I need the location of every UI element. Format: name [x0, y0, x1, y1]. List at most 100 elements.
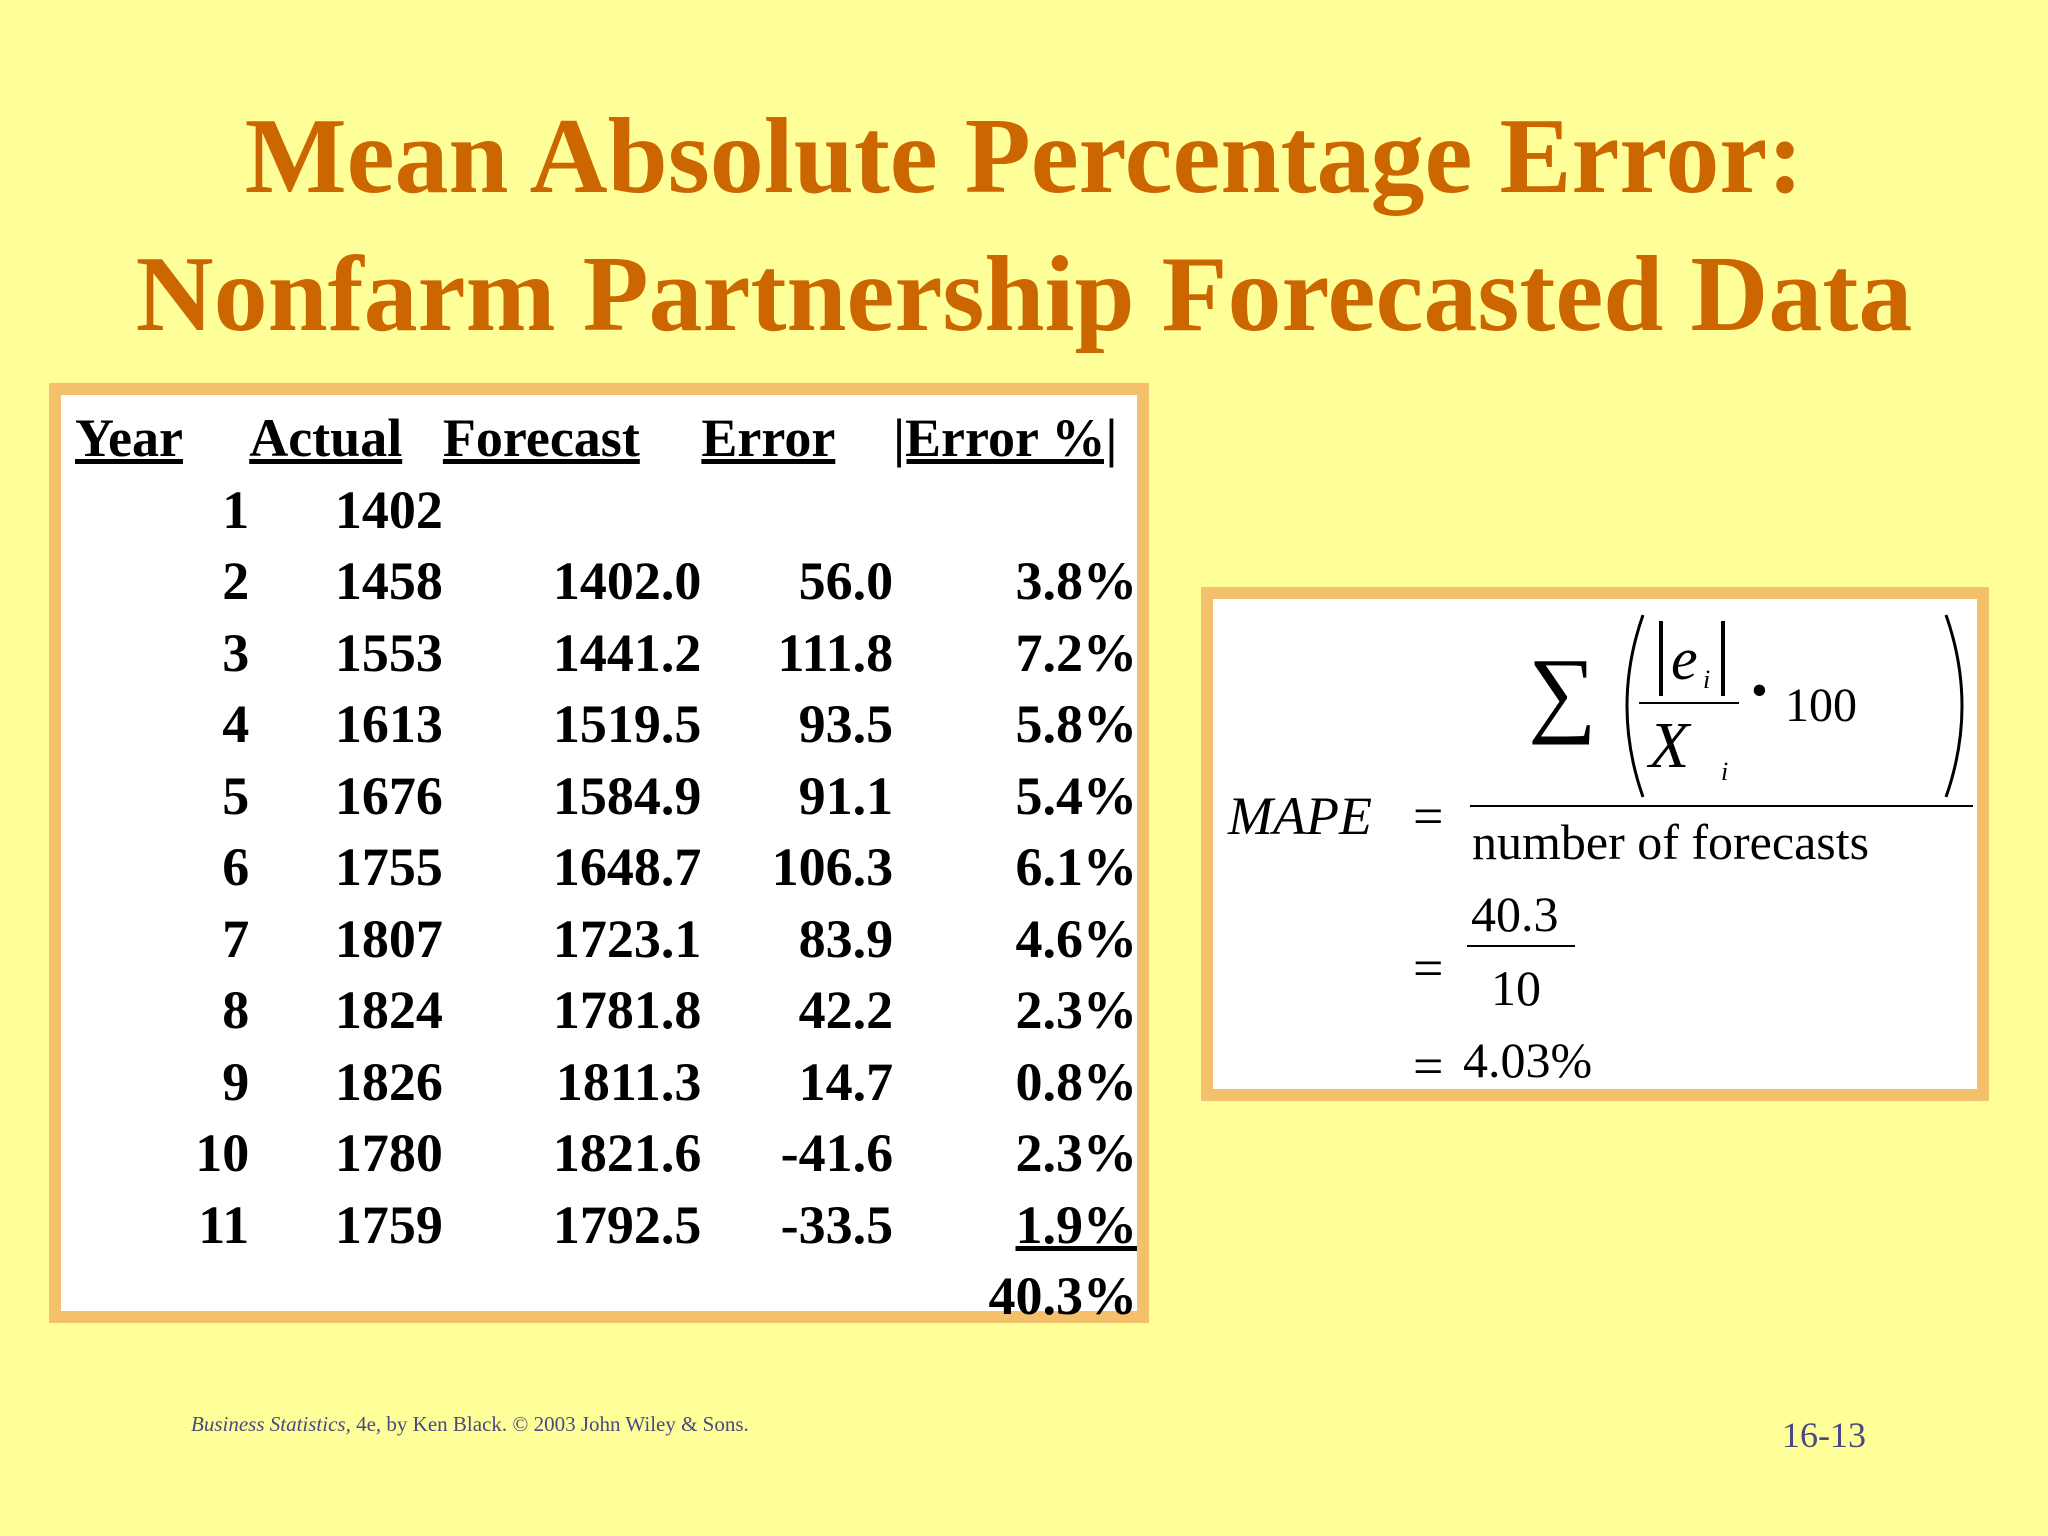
slide-title: Mean Absolute Percentage Error: Nonfarm …: [0, 88, 2048, 364]
formula-equals-2: =: [1413, 938, 1444, 998]
cell-year: 1: [222, 479, 250, 540]
table-row: 5 1676 1584.9 91.1 5.4%: [75, 761, 1137, 833]
sigma-symbol: ∑: [1528, 638, 1597, 745]
formula-lhs: MAPE: [1228, 786, 1372, 846]
header-year: Year: [75, 408, 183, 468]
data-table-panel: Year Actual Forecast Error |Error %| 1 14…: [49, 383, 1149, 1326]
table-row: 9 1826 1811.3 14.7 0.8%: [75, 1047, 1137, 1119]
cell-pct: [893, 475, 1137, 547]
cell-forecast: 1519.5: [552, 694, 702, 754]
cell-pct: 5.4%: [1015, 765, 1138, 826]
cell-error: [701, 475, 893, 547]
cell-pct: 2.3%: [1015, 980, 1138, 1040]
cell-forecast: 1402.0: [552, 551, 702, 611]
forecast-table: Year Actual Forecast Error |Error %| 1 14…: [75, 403, 1137, 1333]
cell-forecast: 1648.7: [552, 837, 702, 897]
table-row: 2 1458 1402.0 56.0 3.8%: [75, 546, 1137, 618]
cell-year: 7: [222, 908, 250, 969]
cell-pct: 0.8%: [1015, 1051, 1138, 1112]
formula-denominator: number of forecasts: [1472, 814, 1870, 870]
table-row: 4 1613 1519.5 93.5 5.8%: [75, 689, 1137, 761]
footer-book-title: Business Statistics,: [191, 1412, 351, 1436]
table-header-row: Year Actual Forecast Error |Error %|: [75, 403, 1137, 475]
cell-year: 2: [222, 551, 250, 611]
cell-actual: 1613: [334, 694, 443, 754]
cell-pct: 5.8%: [1015, 694, 1138, 754]
table-row: 3 1553 1441.2 111.8 7.2%: [75, 618, 1137, 690]
formula-result: 4.03%: [1463, 1032, 1593, 1088]
cell-forecast: 1441.2: [552, 622, 702, 683]
table-row: 11 1759 1792.5 -33.5 1.9%: [75, 1190, 1137, 1262]
slide-number: 16-13: [1782, 1415, 1866, 1455]
header-error: Error: [701, 408, 836, 468]
cell-forecast: 1781.8: [552, 980, 702, 1040]
cell-actual: 1824: [334, 980, 443, 1040]
cell-error: 93.5: [798, 694, 894, 754]
table-total-row: 40.3%: [75, 1261, 1138, 1333]
title-line-2: Nonfarm Partnership Forecasted Data: [135, 235, 1913, 354]
cell-pct: 3.8%: [1015, 551, 1138, 611]
cell-error: -33.5: [780, 1194, 894, 1255]
step-numerator: 40.3: [1471, 886, 1559, 942]
cell-year: 4: [222, 694, 250, 754]
title-line-1: Mean Absolute Percentage Error:: [244, 97, 1804, 216]
formula-equals-1: =: [1413, 786, 1444, 846]
abs-bar-left: [1659, 621, 1663, 696]
cell-year: 3: [222, 622, 250, 683]
step-denominator: 10: [1491, 960, 1541, 1016]
cell-pct: 2.3%: [1015, 1123, 1138, 1183]
cell-forecast: 1811.3: [555, 1051, 702, 1112]
cell-pct: 1.9%: [1015, 1194, 1138, 1255]
cell-error: 83.9: [798, 908, 894, 969]
cell-error: 111.8: [777, 622, 894, 683]
cell-year: 10: [195, 1123, 250, 1183]
cell-year: 9: [222, 1051, 250, 1112]
cell-pct: 6.1%: [1015, 837, 1138, 897]
abs-bar-right: [1721, 621, 1725, 696]
cell-error: -41.6: [780, 1123, 894, 1183]
cell-actual: 1780: [334, 1123, 443, 1183]
factor-100: 100: [1785, 679, 1857, 732]
cell-year: 6: [222, 837, 250, 897]
main-fraction-bar: [1470, 805, 1973, 807]
cell-error: 42.2: [798, 980, 894, 1040]
cell-error: 56.0: [798, 551, 894, 611]
numerator-sub: i: [1703, 665, 1711, 694]
cell-year: 8: [222, 980, 250, 1040]
footer-credit-text: 4e, by Ken Black. © 2003 John Wiley & So…: [350, 1412, 749, 1436]
formula-equals-3: =: [1413, 1036, 1444, 1096]
cell-year: 5: [222, 765, 250, 826]
cell-actual: 1755: [334, 837, 443, 897]
denominator-sub: i: [1721, 757, 1729, 786]
cell-actual: 1553: [334, 622, 443, 683]
cell-pct: 4.6%: [1015, 908, 1138, 969]
footer-credit: Business Statistics, 4e, by Ken Black. ©…: [191, 1412, 749, 1437]
cell-forecast: 1723.1: [552, 908, 702, 969]
table-row: 7 1807 1723.1 83.9 4.6%: [75, 904, 1137, 976]
mape-formula-panel: MAPE = ∑ e i X i • 100 number of forecas…: [1201, 587, 1989, 1101]
inner-fraction-bar: [1639, 702, 1739, 704]
header-forecast: Forecast: [442, 408, 640, 468]
cell-year: 11: [198, 1194, 250, 1255]
cell-error: 106.3: [771, 837, 894, 897]
table-row: 8 1824 1781.8 42.2 2.3%: [75, 975, 1137, 1047]
step-fraction-bar: [1467, 945, 1575, 947]
numerator-var: e: [1671, 626, 1698, 692]
cell-forecast: 1821.6: [552, 1123, 702, 1183]
table-body: 1 1402 2 1458 1402.0 56.0 3.8% 3 1553 1441.2 111.8…: [75, 475, 1137, 1262]
cell-actual: 1826: [334, 1051, 443, 1112]
cell-error: 14.7: [798, 1051, 894, 1112]
cell-forecast: 1584.9: [552, 765, 702, 826]
multiply-bullet-icon: •: [1751, 664, 1768, 717]
table-row: 10 1780 1821.6 -41.6 2.3%: [75, 1118, 1137, 1190]
table-row: 1 1402: [75, 475, 1137, 547]
cell-actual: 1807: [334, 908, 443, 969]
cell-actual: 1759: [334, 1194, 443, 1255]
cell-forecast: [443, 475, 701, 547]
cell-error: 91.1: [798, 765, 894, 826]
cell-actual: 1402: [334, 479, 443, 540]
cell-actual: 1676: [334, 765, 443, 826]
table-row: 6 1755 1648.7 106.3 6.1%: [75, 832, 1137, 904]
cell-actual: 1458: [334, 551, 443, 611]
header-actual: Actual: [249, 408, 403, 468]
